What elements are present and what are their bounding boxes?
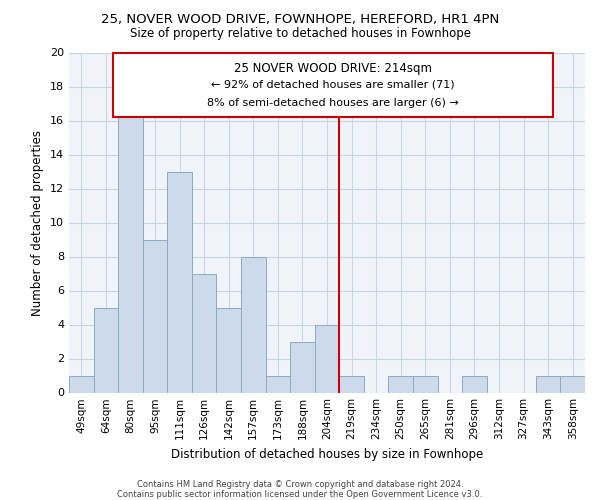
Bar [290,342,315,392]
Bar [315,324,339,392]
Bar [94,308,118,392]
Bar [388,376,413,392]
Bar [69,376,94,392]
Bar [536,376,560,392]
Text: 25, NOVER WOOD DRIVE, FOWNHOPE, HEREFORD, HR1 4PN: 25, NOVER WOOD DRIVE, FOWNHOPE, HEREFORD… [101,12,499,26]
Text: Contains public sector information licensed under the Open Government Licence v3: Contains public sector information licen… [118,490,482,499]
X-axis label: Distribution of detached houses by size in Fownhope: Distribution of detached houses by size … [171,448,483,461]
Bar [266,376,290,392]
Y-axis label: Number of detached properties: Number of detached properties [31,130,44,316]
Bar [217,308,241,392]
Text: Contains HM Land Registry data © Crown copyright and database right 2024.: Contains HM Land Registry data © Crown c… [137,480,463,489]
Text: ← 92% of detached houses are smaller (71): ← 92% of detached houses are smaller (71… [211,80,455,90]
Bar [339,376,364,392]
Bar [560,376,585,392]
Bar [192,274,217,392]
Bar [413,376,437,392]
Bar [118,104,143,393]
FancyBboxPatch shape [113,52,553,117]
Bar [241,256,266,392]
Bar [167,172,192,392]
Text: Size of property relative to detached houses in Fownhope: Size of property relative to detached ho… [130,28,470,40]
Bar [462,376,487,392]
Text: 25 NOVER WOOD DRIVE: 214sqm: 25 NOVER WOOD DRIVE: 214sqm [234,62,432,75]
Bar [143,240,167,392]
Text: 8% of semi-detached houses are larger (6) →: 8% of semi-detached houses are larger (6… [207,98,459,108]
